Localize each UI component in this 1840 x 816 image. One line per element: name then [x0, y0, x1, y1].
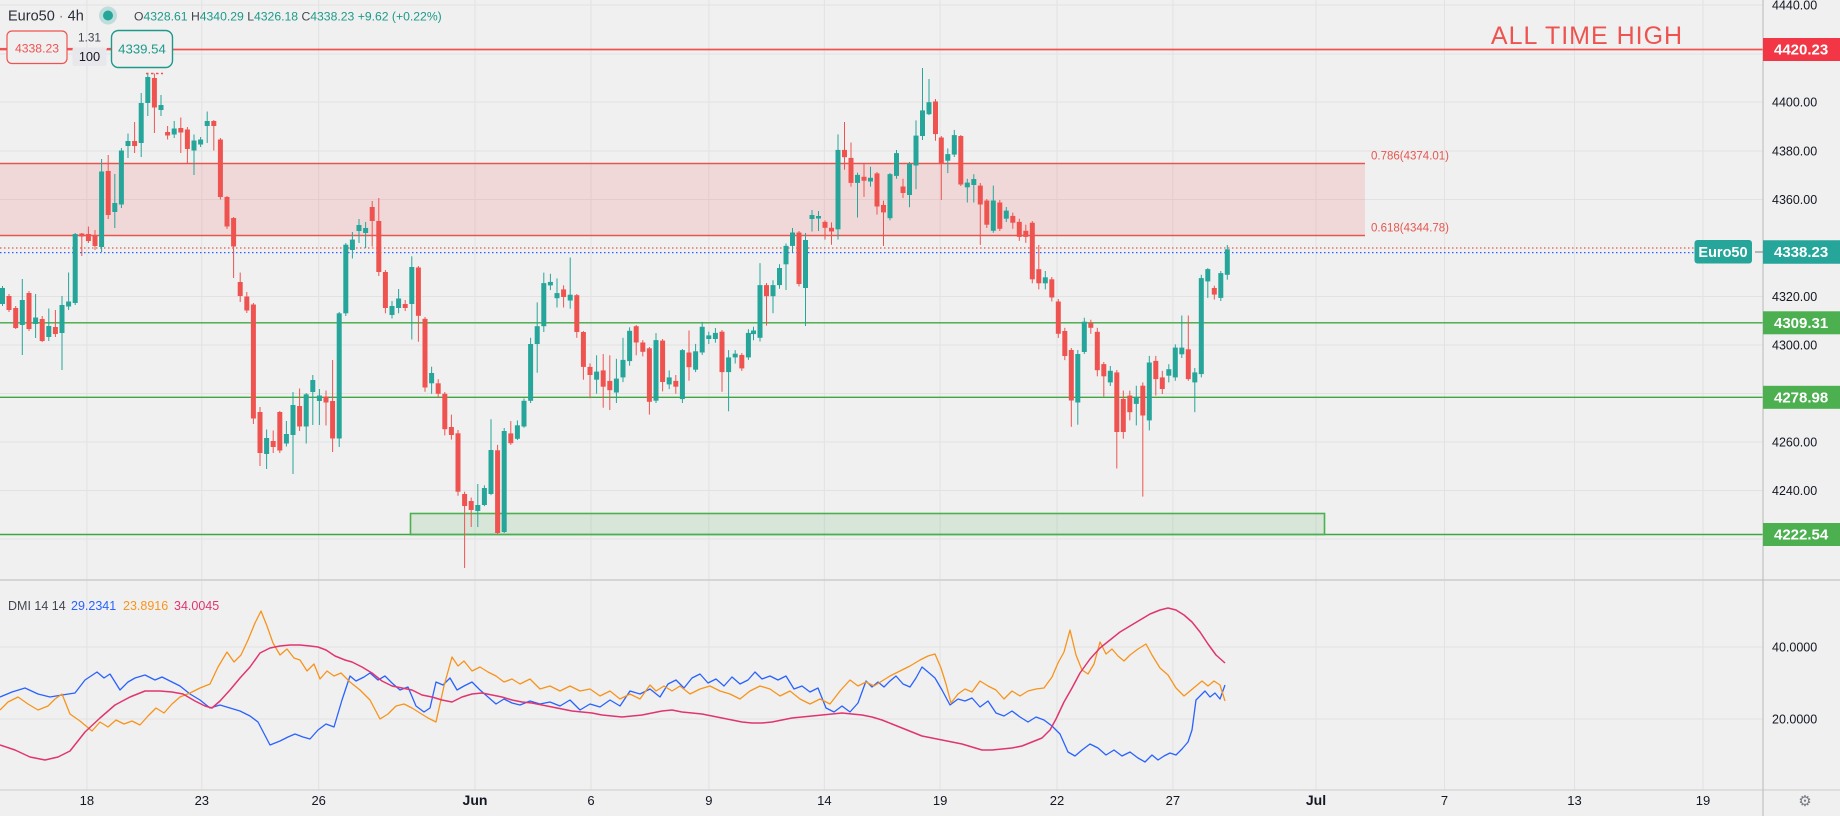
svg-text:O4328.61 H4340.29 L4326.18 C43: O4328.61 H4340.29 L4326.18 C4338.23 +9.6…	[134, 10, 442, 24]
svg-text:4338.23: 4338.23	[1774, 244, 1828, 261]
svg-text:19: 19	[1696, 793, 1710, 808]
svg-text:4300.00: 4300.00	[1772, 339, 1817, 353]
svg-text:7: 7	[1441, 793, 1448, 808]
svg-text:⚙: ⚙	[1798, 793, 1811, 810]
svg-text:23: 23	[195, 793, 209, 808]
svg-text:19: 19	[933, 793, 947, 808]
svg-text:22: 22	[1050, 793, 1064, 808]
svg-text:Jul: Jul	[1306, 792, 1326, 808]
svg-text:4380.00: 4380.00	[1772, 145, 1817, 159]
svg-text:34.0045: 34.0045	[174, 599, 219, 613]
svg-text:4222.54: 4222.54	[1774, 527, 1829, 544]
svg-text:4278.98: 4278.98	[1774, 389, 1828, 406]
svg-text:18: 18	[80, 793, 94, 808]
svg-text:DMI 14 14: DMI 14 14	[8, 599, 66, 613]
svg-text:1.31: 1.31	[78, 31, 101, 45]
svg-text:4309.31: 4309.31	[1774, 315, 1828, 332]
svg-text:100: 100	[79, 49, 100, 64]
svg-text:9: 9	[705, 793, 712, 808]
svg-text:20.0000: 20.0000	[1772, 713, 1817, 727]
svg-text:4240.00: 4240.00	[1772, 484, 1817, 498]
svg-text:0.618(4344.78): 0.618(4344.78)	[1371, 223, 1449, 235]
svg-text:4338.23: 4338.23	[15, 42, 59, 56]
svg-text:4320.00: 4320.00	[1772, 290, 1817, 304]
svg-text:6: 6	[587, 793, 594, 808]
svg-text:27: 27	[1166, 793, 1180, 808]
svg-text:14: 14	[817, 793, 831, 808]
svg-text:4400.00: 4400.00	[1772, 96, 1817, 110]
svg-text:40.0000: 40.0000	[1772, 641, 1817, 655]
svg-text:4260.00: 4260.00	[1772, 436, 1817, 450]
svg-text:4440.00: 4440.00	[1772, 0, 1817, 13]
svg-text:4339.54: 4339.54	[118, 42, 166, 57]
svg-text:ALL TIME HIGH: ALL TIME HIGH	[1491, 22, 1683, 50]
svg-text:29.2341: 29.2341	[71, 599, 116, 613]
svg-text:4360.00: 4360.00	[1772, 193, 1817, 207]
svg-text:4420.23: 4420.23	[1774, 42, 1828, 59]
svg-text:0.786(4374.01): 0.786(4374.01)	[1371, 151, 1449, 163]
svg-text:Euro50: Euro50	[1698, 245, 1747, 261]
svg-text:Euro50 · 4h: Euro50 · 4h	[8, 9, 84, 25]
svg-text:13: 13	[1567, 793, 1581, 808]
svg-text:Jun: Jun	[463, 792, 488, 808]
svg-text:23.8916: 23.8916	[123, 599, 168, 613]
svg-text:26: 26	[311, 793, 325, 808]
